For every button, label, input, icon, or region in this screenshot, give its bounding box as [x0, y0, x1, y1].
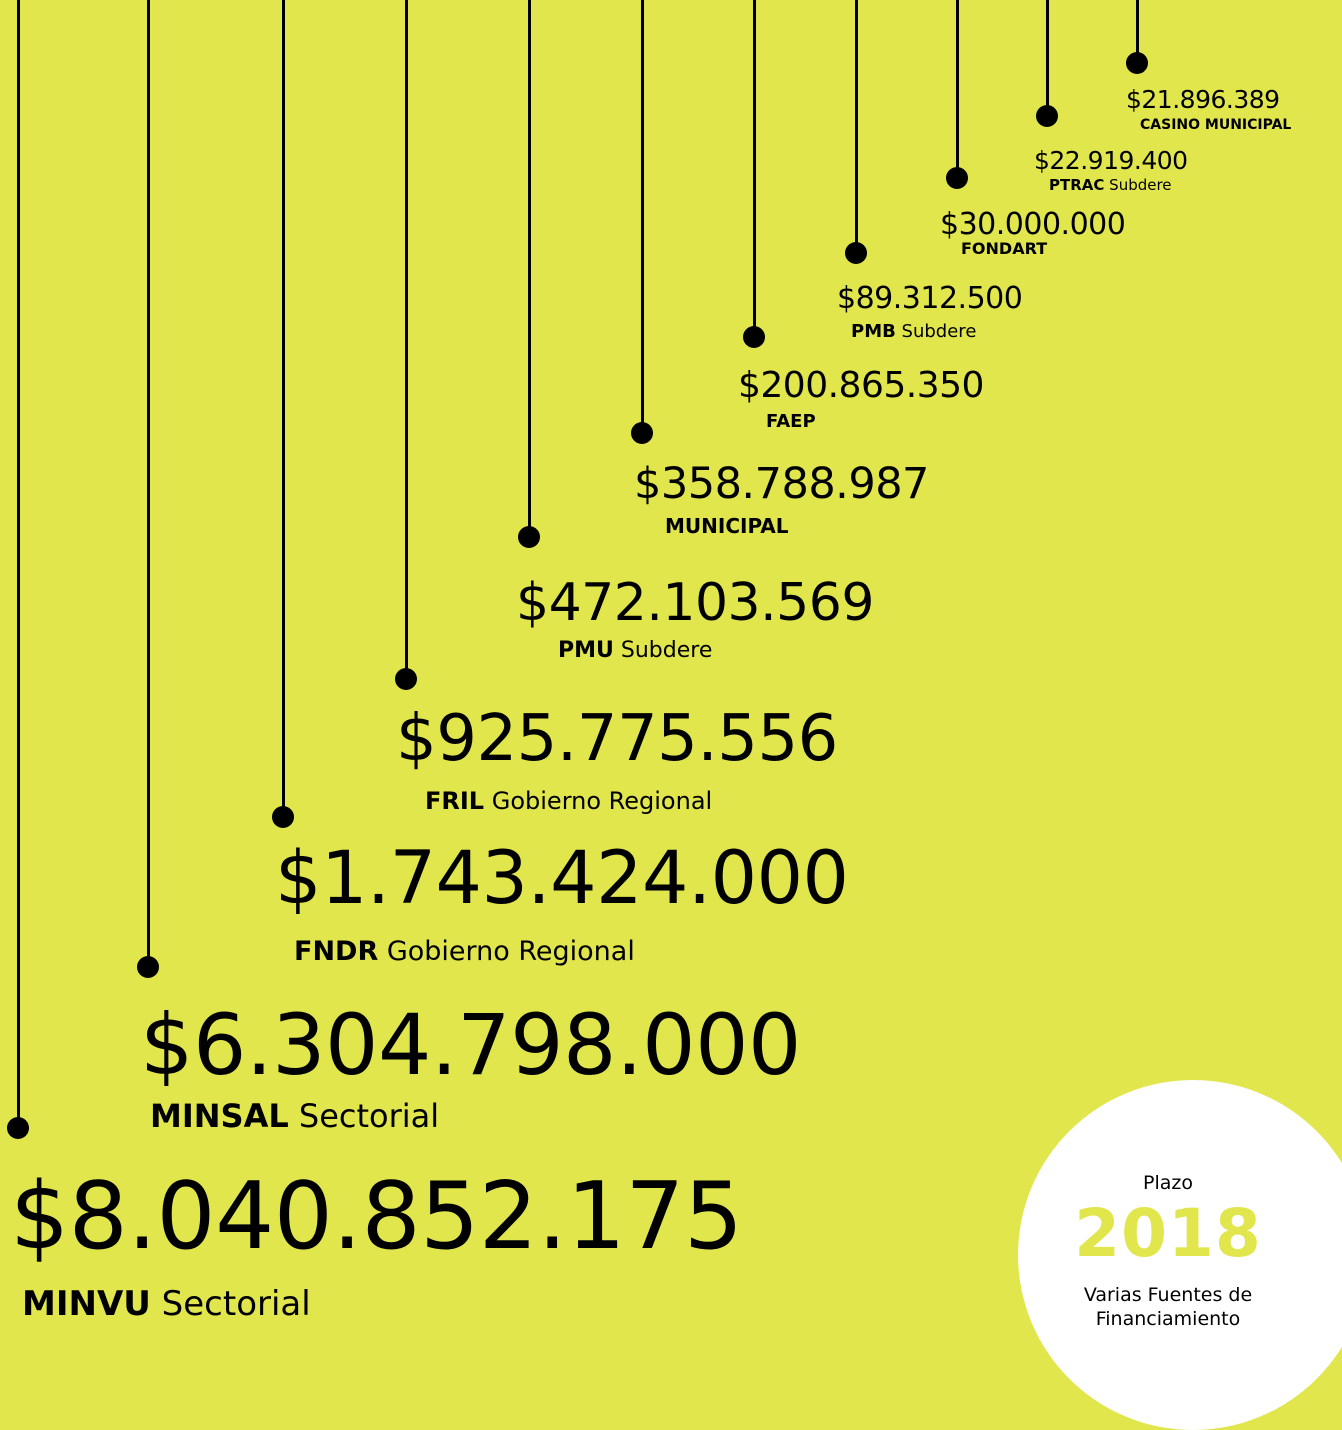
lollipop-stem: [17, 0, 20, 1128]
lollipop-dot: [518, 526, 540, 548]
amount-label: $925.775.556: [396, 702, 838, 776]
amount-label: $200.865.350: [738, 365, 984, 406]
source-name: FRIL: [425, 787, 485, 815]
amount-label: $21.896.389: [1126, 85, 1280, 114]
source-name: PMB: [851, 321, 896, 342]
lollipop-dot: [1036, 105, 1058, 127]
lollipop-dot: [7, 1117, 29, 1139]
amount-label: $472.103.569: [516, 573, 874, 633]
amount-label: $89.312.500: [837, 281, 1023, 316]
source-detail: Subdere: [895, 321, 977, 342]
lollipop-stem: [147, 0, 150, 967]
source-caption: FAEP: [766, 413, 816, 431]
source-detail: Subdere: [1104, 176, 1172, 194]
source-detail: Sectorial: [288, 1097, 440, 1135]
lollipop-stem: [1136, 0, 1139, 63]
funding-chart: $8.040.852.175 MINVU Sectorial $6.304.798.…: [7, 0, 1291, 1321]
source-caption: PMU Subdere: [558, 640, 712, 662]
source-name: MINSAL: [150, 1097, 289, 1135]
source-caption: MINVU Sectorial: [22, 1287, 311, 1321]
period-badge: Plazo 2018 Varias Fuentes de Financiamie…: [1018, 1080, 1342, 1430]
lollipop-dot: [395, 668, 417, 690]
lollipop-stem: [528, 0, 531, 537]
amount-label: $1.743.424.000: [275, 836, 849, 921]
badge-description-line-1: Varias Fuentes de: [1083, 1284, 1253, 1306]
source-caption: FONDART: [961, 241, 1047, 257]
lollipop-dot: [845, 242, 867, 264]
amount-label: $8.040.852.175: [10, 1162, 743, 1270]
source-name: PTRAC: [1049, 176, 1105, 194]
source-detail: Gobierno Regional: [378, 936, 635, 967]
source-name: MINVU: [22, 1284, 151, 1324]
source-caption: PMB Subdere: [851, 323, 976, 341]
amount-label: $358.788.987: [634, 459, 929, 509]
badge-description-line-2: Financiamiento: [1095, 1308, 1241, 1330]
lollipop-stem: [405, 0, 408, 679]
source-detail: Sectorial: [150, 1284, 311, 1324]
lollipop-stem: [855, 0, 858, 253]
amount-label: $22.919.400: [1034, 146, 1188, 175]
lollipop-dot: [946, 167, 968, 189]
source-caption: PTRAC Subdere: [1049, 178, 1172, 193]
lollipop-dot: [631, 422, 653, 444]
source-caption: MUNICIPAL: [665, 516, 789, 536]
source-detail: Gobierno Regional: [484, 787, 713, 815]
lollipop-stem: [641, 0, 644, 433]
source-caption: FRIL Gobierno Regional: [425, 789, 712, 813]
lollipop-dot: [272, 806, 294, 828]
lollipop-stem: [753, 0, 756, 337]
amount-label: $6.304.798.000: [140, 996, 801, 1094]
source-name: PMU: [558, 638, 614, 663]
source-name: FAEP: [766, 411, 816, 432]
badge-year: 2018: [1074, 1195, 1262, 1272]
badge-label: Plazo: [1143, 1172, 1193, 1194]
amount-label: $30.000.000: [940, 207, 1126, 242]
source-detail: Subdere: [613, 638, 713, 663]
lollipop-dot: [137, 956, 159, 978]
source-caption: FNDR Gobierno Regional: [294, 938, 635, 965]
lollipop-stem: [956, 0, 959, 178]
source-name: FNDR: [294, 936, 379, 967]
lollipop-stem: [282, 0, 285, 817]
lollipop-dot: [1126, 52, 1148, 74]
lollipop-stem: [1046, 0, 1049, 116]
source-name: FONDART: [961, 239, 1048, 258]
lollipop-dot: [743, 326, 765, 348]
source-caption: MINSAL Sectorial: [150, 1100, 439, 1132]
source-name: CASINO MUNICIPAL: [1140, 117, 1292, 133]
source-caption: CASINO MUNICIPAL: [1140, 118, 1291, 132]
source-name: MUNICIPAL: [665, 514, 789, 538]
